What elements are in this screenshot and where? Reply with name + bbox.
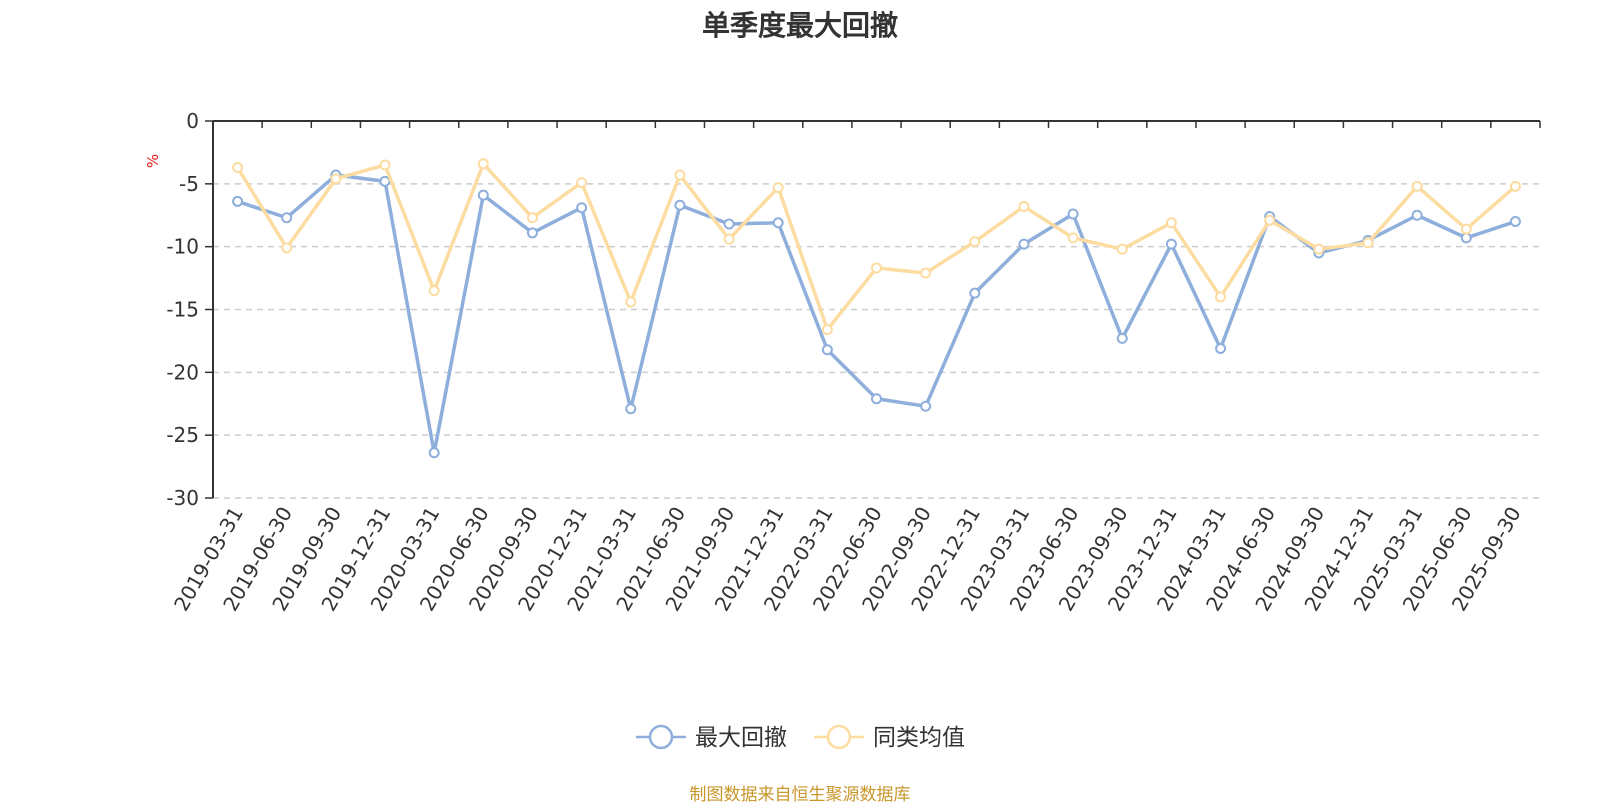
data-point — [772, 217, 784, 229]
y-tick-label: -10 — [166, 235, 199, 259]
series — [232, 158, 1521, 459]
legend-item-2: 同类均值 — [814, 724, 965, 751]
data-point — [871, 393, 882, 405]
data-point — [920, 400, 932, 412]
data-source-note: 制图数据来自恒生聚源数据库 — [689, 785, 911, 805]
data-point — [281, 242, 293, 254]
data-point — [969, 236, 981, 248]
data-point — [1165, 238, 1177, 250]
data-point — [576, 177, 588, 189]
legend-label: 同类均值 — [873, 725, 965, 751]
data-point — [281, 212, 293, 224]
data-point — [1116, 332, 1128, 344]
y-tick-label: -5 — [179, 172, 199, 196]
data-point — [428, 447, 440, 459]
legend-label: 最大回撤 — [695, 725, 787, 751]
data-point — [625, 403, 637, 415]
data-point — [330, 173, 342, 185]
data-point — [772, 182, 784, 194]
chart-title: 单季度最大回撤 — [701, 9, 898, 42]
data-point — [1215, 342, 1227, 354]
y-tick-label: -15 — [166, 298, 199, 322]
data-point — [625, 296, 637, 308]
data-point — [1362, 237, 1374, 249]
series-1 — [232, 169, 1521, 459]
legend-marker — [648, 724, 674, 750]
data-point — [1411, 180, 1423, 192]
data-point — [723, 233, 735, 245]
data-point — [232, 195, 244, 207]
data-point — [379, 159, 391, 171]
data-point — [920, 267, 932, 279]
data-point — [723, 218, 735, 230]
legend-item-1: 最大回撤 — [636, 724, 787, 751]
series-2 — [232, 158, 1521, 336]
data-point — [969, 287, 981, 299]
data-point — [1116, 243, 1128, 255]
data-point — [674, 199, 686, 211]
y-axis-unit-label: % — [144, 154, 162, 168]
data-point — [1215, 291, 1227, 303]
data-point — [1460, 232, 1472, 244]
data-point — [232, 161, 244, 173]
data-point — [674, 169, 686, 181]
legend-marker — [826, 724, 852, 750]
data-point — [1313, 243, 1325, 255]
data-point — [1264, 214, 1276, 226]
data-point — [1018, 200, 1030, 212]
series-line — [237, 173, 1516, 455]
data-point — [428, 285, 440, 297]
data-point — [1067, 232, 1079, 244]
data-point — [1509, 216, 1521, 228]
data-point — [1067, 208, 1079, 220]
data-point — [1460, 223, 1472, 235]
data-point — [821, 344, 833, 356]
data-point — [1411, 209, 1423, 221]
data-point — [526, 227, 538, 239]
data-point — [576, 202, 588, 214]
legend: 最大回撤 同类均值 — [636, 724, 965, 751]
data-point — [1018, 238, 1030, 250]
data-point — [477, 158, 489, 170]
y-tick-label: -25 — [166, 423, 199, 447]
data-point — [477, 189, 489, 201]
y-tick-label: -30 — [166, 486, 199, 510]
data-point — [821, 324, 833, 336]
y-tick-label: -20 — [166, 360, 199, 384]
data-point — [379, 175, 391, 187]
data-point — [526, 212, 538, 224]
data-point — [1165, 217, 1177, 229]
y-tick-label: 0 — [186, 109, 199, 133]
data-point — [1509, 180, 1521, 192]
grid-lines — [213, 183, 1540, 499]
data-point — [871, 262, 882, 274]
